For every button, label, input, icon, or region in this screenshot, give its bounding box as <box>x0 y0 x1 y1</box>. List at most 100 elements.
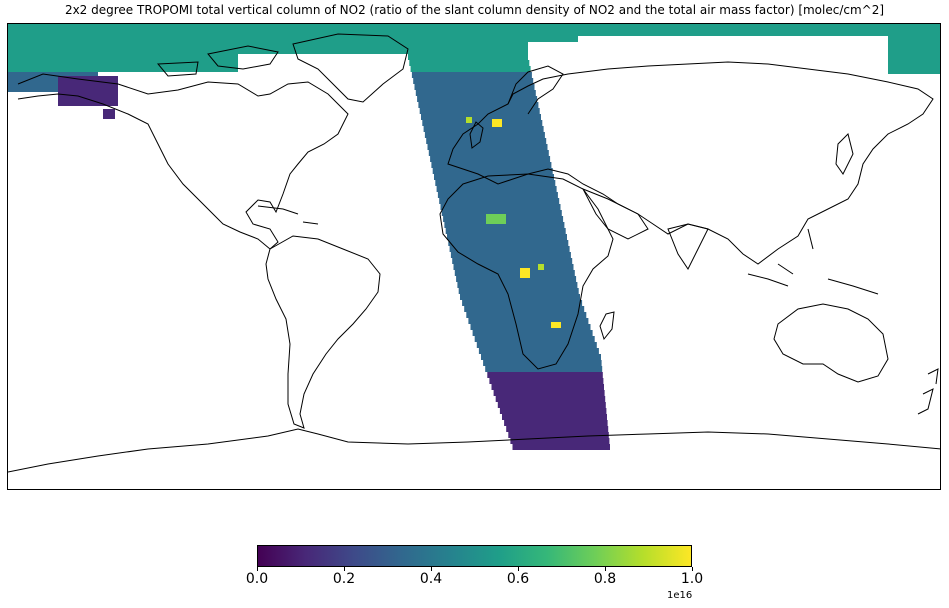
swath-hotspot <box>492 119 502 127</box>
swath-row <box>444 222 565 228</box>
coast-scandinavia <box>507 65 564 115</box>
swath-row <box>427 144 548 150</box>
swath-row <box>453 264 574 270</box>
swath-row <box>487 372 603 378</box>
swath-row <box>512 444 610 450</box>
swath-row <box>417 96 538 102</box>
swath-row <box>508 432 609 438</box>
swath-hotspot <box>520 268 530 278</box>
no2-swath <box>8 24 940 450</box>
colorbar-tick-label: 1.0 <box>680 571 704 587</box>
swath-hotspot <box>466 117 472 123</box>
swath-row <box>411 72 532 78</box>
colorbar <box>257 545 692 567</box>
colorbar-tick <box>344 567 345 571</box>
swath-row <box>504 420 608 426</box>
swath-row <box>476 342 597 348</box>
swath-row <box>478 348 599 354</box>
swath-row <box>470 324 591 330</box>
swath-row <box>452 258 573 264</box>
swath-arctic-band <box>8 24 578 42</box>
coast-arctic-islands <box>156 45 279 77</box>
swath-row <box>489 378 604 384</box>
colorbar-tick <box>257 567 258 571</box>
colorbar-tick-label: 0.2 <box>332 571 356 587</box>
world-map <box>8 24 940 473</box>
swath-arctic-band <box>528 24 908 36</box>
swath-row <box>445 228 566 234</box>
swath-row <box>497 402 606 408</box>
swath-row <box>418 102 539 108</box>
swath-row <box>502 414 607 420</box>
swath-hotspot <box>486 214 506 224</box>
colorbar-tick-label: 0.8 <box>593 571 617 587</box>
swath-row <box>431 162 552 168</box>
swath-row <box>408 54 528 60</box>
swath-row <box>474 336 595 342</box>
swath-row <box>483 360 602 366</box>
swath-row <box>426 138 547 144</box>
swath-row <box>413 78 534 84</box>
swath-arctic-band <box>888 24 940 74</box>
swath-row <box>481 354 601 360</box>
coast-india <box>667 223 709 270</box>
coastlines <box>8 33 940 473</box>
swath-row <box>432 168 553 174</box>
coast-antarctica <box>8 428 940 473</box>
swath-row <box>458 288 579 294</box>
swath-row <box>485 366 603 372</box>
swath-hotspot <box>551 322 561 328</box>
swath-row <box>506 426 609 432</box>
swath-row <box>460 294 580 300</box>
swath-row <box>439 198 560 204</box>
swath-row <box>468 318 589 324</box>
coast-uk <box>469 121 484 149</box>
coast-arabia <box>581 188 649 240</box>
swath-row <box>410 66 531 72</box>
swath-row <box>430 156 551 162</box>
colorbar-tick-label: 0.0 <box>245 571 269 587</box>
swath-row <box>419 108 540 114</box>
coast-eurasia <box>447 61 934 265</box>
swath-row <box>440 204 561 210</box>
plot-title: 2x2 degree TROPOMI total vertical column… <box>64 3 885 17</box>
swath-row <box>466 312 587 318</box>
swath-row <box>510 438 610 444</box>
colorbar-tick-label: 0.6 <box>506 571 530 587</box>
swath-row <box>499 408 607 414</box>
swath-row <box>462 300 583 306</box>
swath-arctic-band <box>8 42 238 72</box>
swath-row <box>457 282 578 288</box>
swath-row <box>472 330 593 336</box>
swath-alaska <box>103 109 115 119</box>
swath-row <box>449 246 570 252</box>
swath-row <box>456 276 577 282</box>
coast-greenland <box>292 33 409 103</box>
coast-japan <box>835 133 854 175</box>
swath-row <box>441 210 562 216</box>
coast-north-america <box>17 73 349 250</box>
swath-row <box>421 114 541 120</box>
coast-new-zealand <box>917 368 939 415</box>
swath-row <box>414 84 535 90</box>
swath-row <box>495 396 606 402</box>
coast-caribbean <box>257 205 319 225</box>
swath-row <box>437 192 558 198</box>
map-axes <box>7 23 941 490</box>
swath-row <box>491 384 604 390</box>
coast-se-asia <box>747 228 879 295</box>
colorbar-tick-label: 0.4 <box>419 571 443 587</box>
swath-row <box>424 132 545 138</box>
swath-arctic-band <box>238 42 528 54</box>
colorbar-tick <box>605 567 606 571</box>
colorbar-tick <box>431 567 432 571</box>
swath-hotspot <box>538 264 544 270</box>
swath-row <box>434 174 554 180</box>
swath-row <box>415 90 536 96</box>
swath-row <box>448 240 569 246</box>
swath-row <box>454 270 575 276</box>
coast-africa <box>439 173 614 370</box>
colorbar-multiplier: 1e16 <box>667 590 693 601</box>
swath-row <box>450 252 571 258</box>
swath-row <box>436 186 557 192</box>
